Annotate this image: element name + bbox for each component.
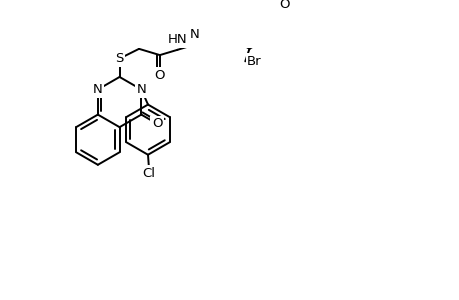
Text: N: N [190, 28, 200, 41]
Text: N: N [136, 83, 146, 96]
Text: S: S [115, 52, 123, 65]
Text: Cl: Cl [142, 167, 155, 180]
Text: N: N [93, 83, 102, 96]
Text: O: O [154, 69, 165, 82]
Text: Br: Br [246, 55, 261, 68]
Text: O: O [151, 117, 162, 130]
Text: O: O [279, 0, 289, 11]
Text: HN: HN [168, 34, 187, 46]
